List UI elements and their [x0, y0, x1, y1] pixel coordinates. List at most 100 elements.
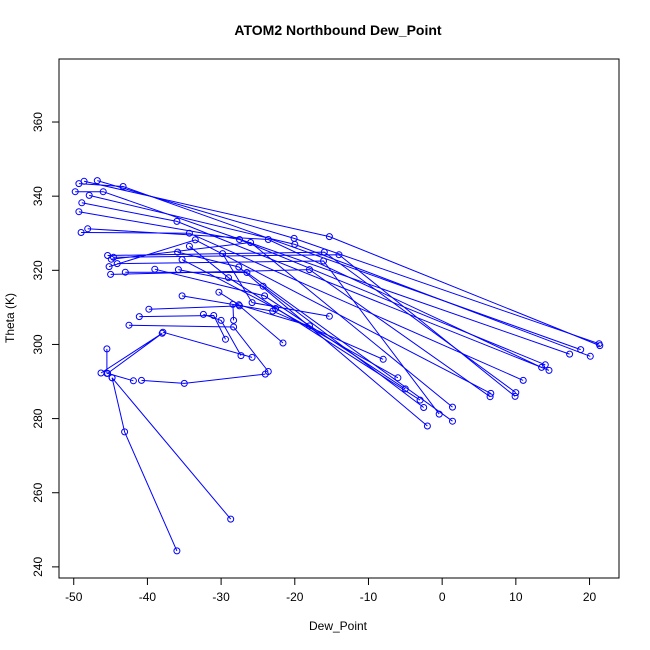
series-line [89, 194, 591, 357]
data-point [487, 389, 495, 397]
series-line [154, 268, 406, 390]
data-point [269, 307, 277, 315]
data-point [248, 299, 256, 307]
series-line [117, 260, 440, 415]
data-point [174, 248, 182, 256]
data-point [75, 208, 83, 216]
x-axis: -50 -40 -30 -20 -10 0 10 20 [65, 577, 597, 604]
series-line [111, 377, 178, 552]
data-point [225, 274, 232, 282]
x-tick-label: -50 [65, 590, 83, 604]
data-point [243, 269, 251, 276]
data-point [519, 376, 527, 384]
series-line [189, 245, 421, 401]
data-point [77, 229, 85, 236]
x-tick-label: -40 [139, 590, 157, 604]
series-line [232, 304, 235, 321]
series-line [100, 332, 163, 382]
x-tick-label: 10 [509, 590, 523, 604]
data-point [335, 251, 343, 259]
series-line [177, 251, 428, 427]
data-point [138, 376, 145, 384]
y-axis: 240 260 280 300 320 340 360 [31, 112, 60, 577]
x-tick-label: -10 [360, 590, 378, 604]
data-point [93, 177, 101, 185]
x-axis-label: Dew_Point [309, 619, 368, 633]
series-line [78, 211, 546, 366]
series-line [141, 373, 266, 384]
x-tick-label: 0 [439, 590, 446, 604]
data-point [113, 260, 121, 268]
data-point [145, 305, 153, 313]
y-tick-label: 300 [31, 334, 45, 354]
data-point [259, 282, 267, 290]
series-line [181, 259, 399, 379]
data-point [247, 239, 255, 246]
data-point [566, 350, 574, 358]
data-point [236, 236, 243, 243]
data-point [135, 313, 143, 321]
data-point [227, 515, 235, 523]
data-point [248, 353, 256, 361]
y-tick-label: 320 [31, 260, 45, 280]
data-point [185, 242, 193, 250]
series-line [125, 271, 453, 422]
data-point [511, 392, 519, 400]
data-point [538, 363, 546, 371]
data-point [174, 266, 182, 274]
series-line [182, 295, 384, 360]
data-point [104, 369, 112, 377]
data-point [99, 188, 107, 196]
series-line [139, 314, 226, 340]
data-point [236, 302, 243, 310]
data-point [325, 312, 333, 320]
data-point [325, 233, 333, 241]
data-point [178, 292, 186, 300]
data-point [173, 547, 181, 555]
data-point [291, 240, 299, 248]
data-point [185, 229, 193, 237]
series-line [111, 377, 232, 520]
data-point [416, 396, 424, 404]
series-line [128, 324, 269, 372]
data-point [222, 335, 229, 343]
series-line [203, 313, 242, 356]
data-point [394, 374, 402, 382]
y-tick-label: 240 [31, 557, 45, 577]
data-point [129, 377, 137, 385]
data-point [449, 417, 456, 425]
series-layer [71, 177, 604, 555]
data-point [401, 385, 409, 393]
series-line [108, 239, 492, 394]
data-point [420, 404, 428, 411]
data-point [215, 288, 223, 296]
data-point [103, 345, 111, 353]
series-line [81, 202, 550, 371]
data-point [512, 389, 520, 397]
data-point [235, 263, 243, 271]
series-line [162, 331, 253, 358]
data-point [230, 323, 238, 331]
data-point [596, 342, 604, 350]
data-point [230, 316, 238, 324]
data-point [261, 292, 269, 300]
data-point [261, 370, 269, 378]
data-point [125, 321, 133, 329]
data-point [85, 191, 93, 199]
x-tick-label: -20 [286, 590, 304, 604]
series-line [148, 305, 284, 344]
data-point [158, 329, 166, 337]
series-line [222, 253, 330, 317]
y-tick-label: 280 [31, 408, 45, 428]
data-point [586, 352, 594, 360]
y-axis-label: Theta (K) [3, 293, 17, 343]
data-point [110, 253, 117, 261]
data-point [97, 369, 105, 377]
data-point [449, 403, 456, 411]
data-point [108, 374, 116, 382]
data-point [306, 266, 313, 274]
y-tick-label: 260 [31, 482, 45, 502]
data-point [264, 236, 272, 243]
data-point [173, 217, 181, 225]
series-line [81, 232, 524, 381]
